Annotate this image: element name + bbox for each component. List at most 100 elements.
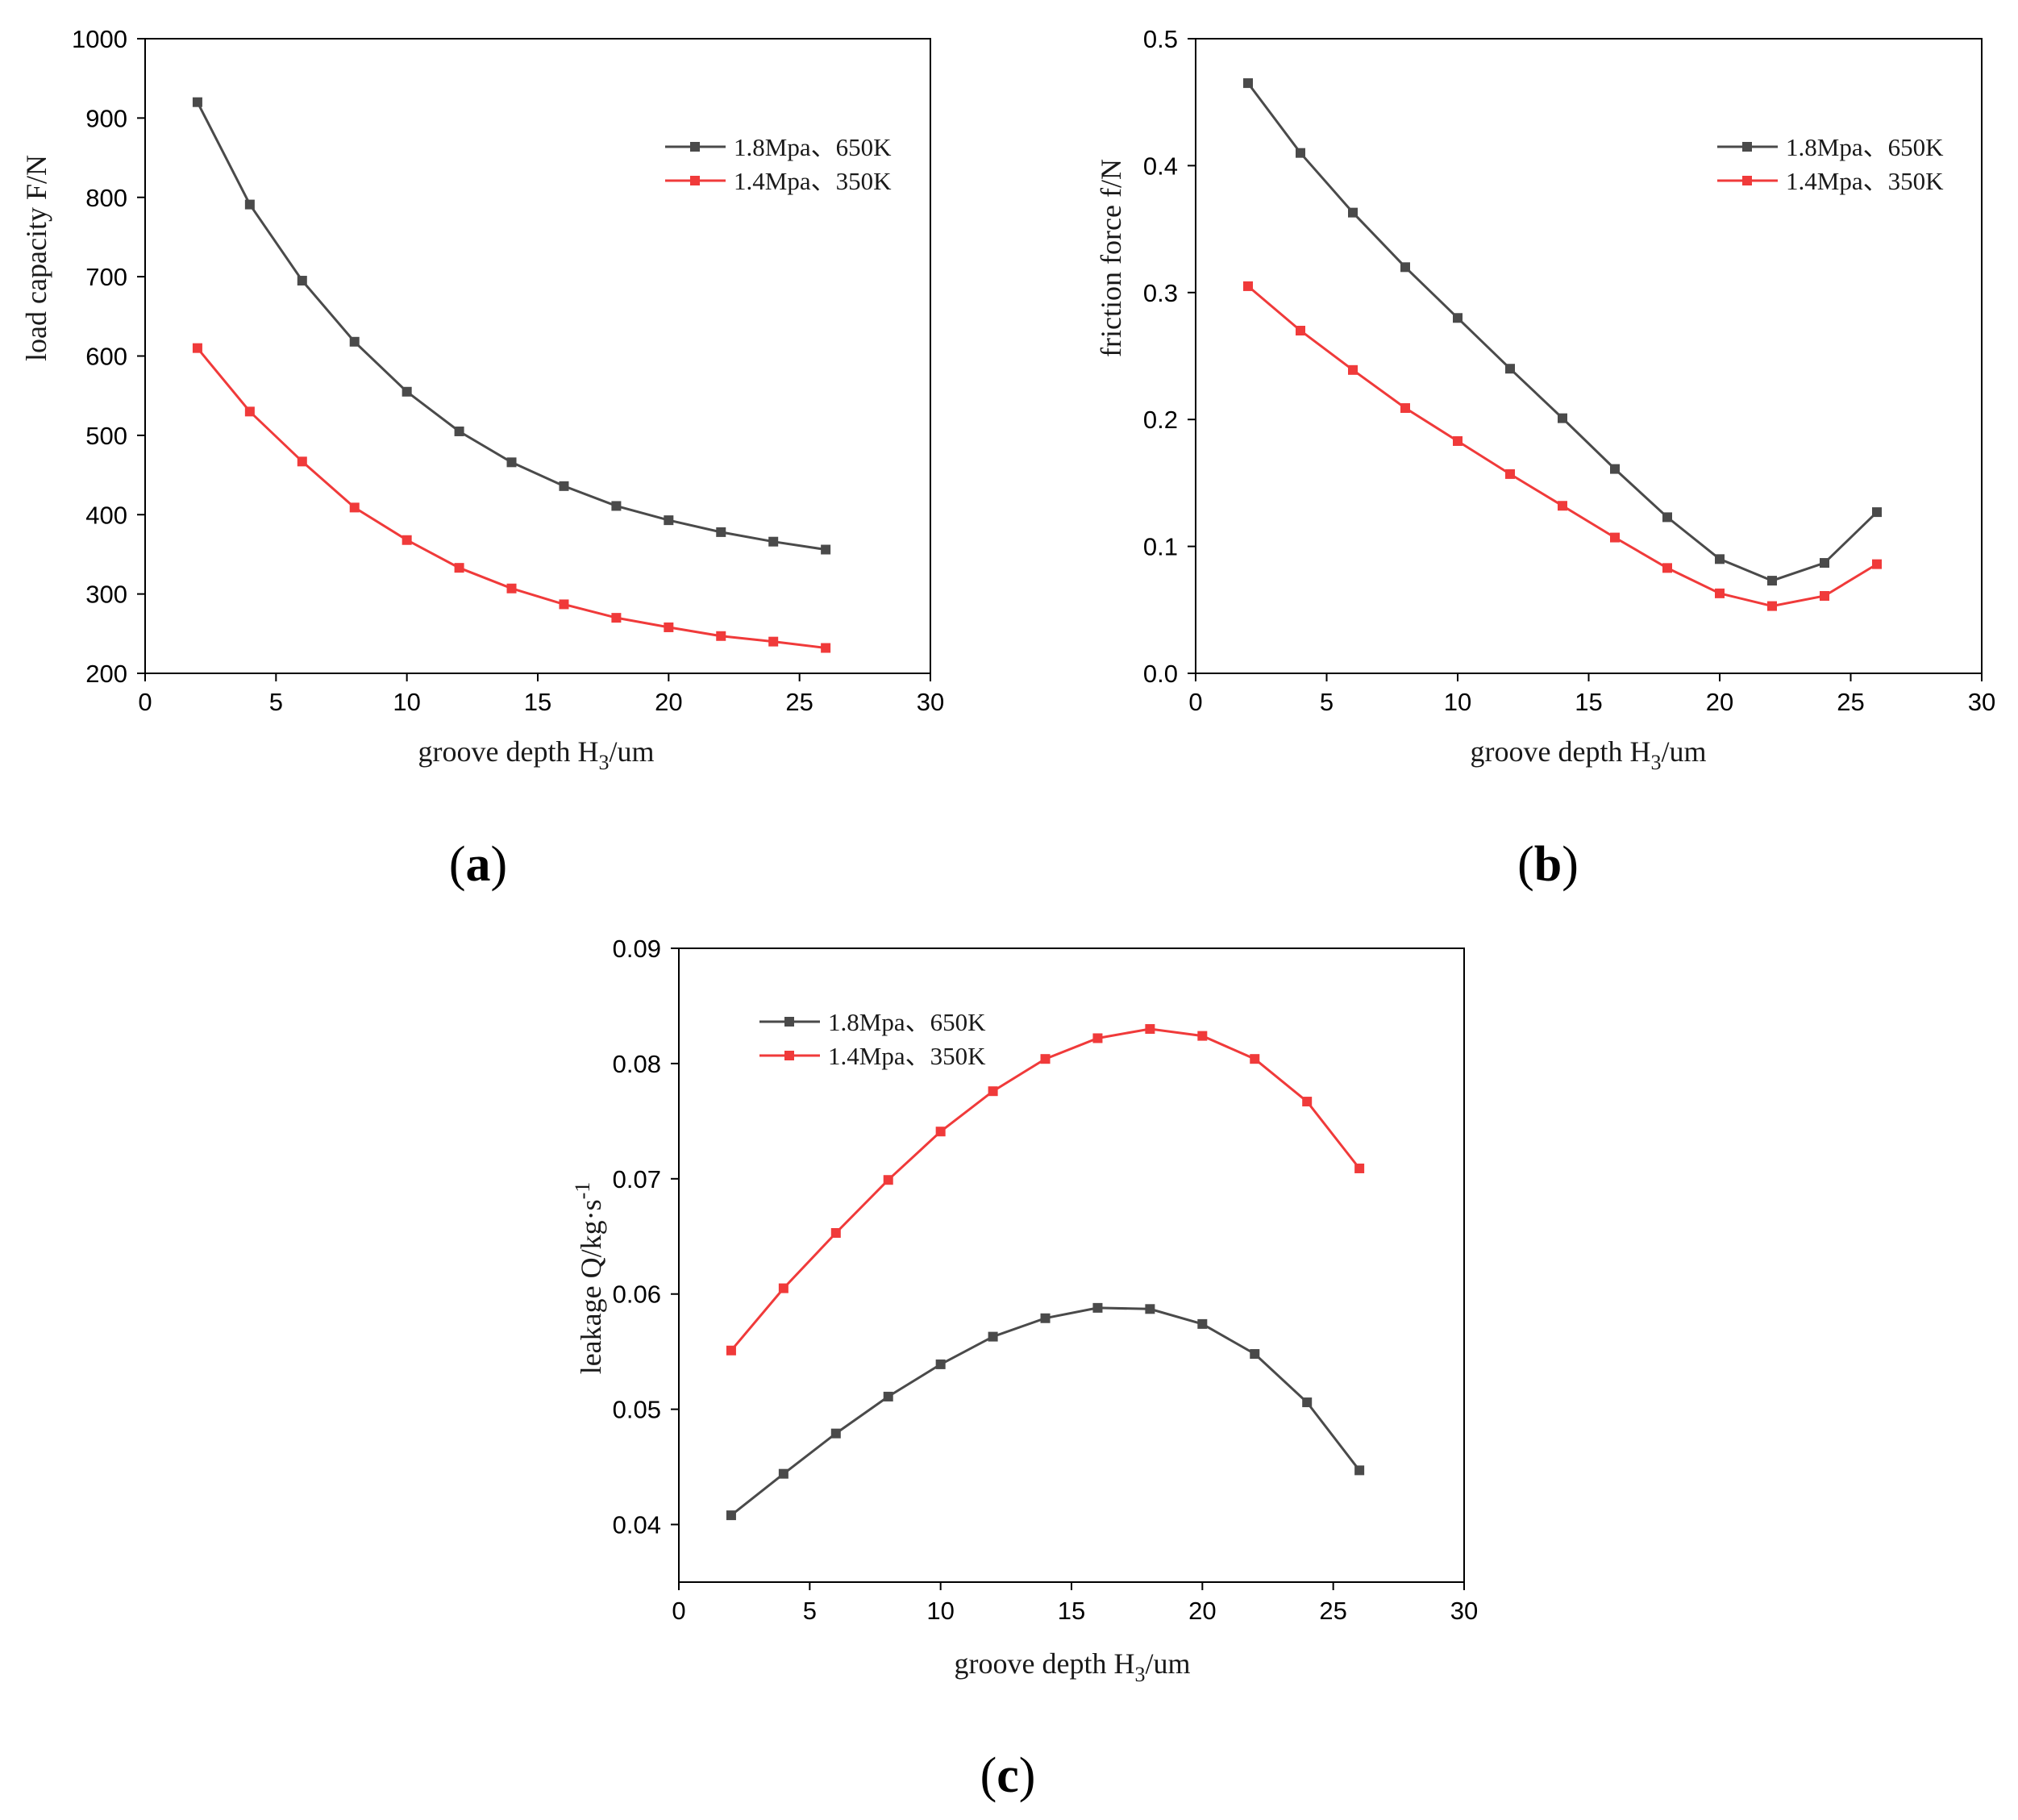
chart-c-series-0-point: [883, 1391, 893, 1401]
chart-c-ytick-label: 0.05: [613, 1396, 661, 1424]
chart-b-series-1-point: [1662, 563, 1672, 573]
chart-b-xtick-label: 0: [1188, 688, 1202, 716]
chart-c: 0 5 10 15 20 25 30 0.04 0.05 0.06 0.07 0.08 0.09 1.8…: [571, 935, 1478, 1803]
chart-c-series-0-point: [1250, 1349, 1260, 1360]
chart-a-series-1-point: [244, 406, 255, 417]
chart-a-ytick-label: 600: [85, 343, 127, 371]
chart-c-series-1-point: [1040, 1054, 1051, 1064]
chart-b-ytick-label: 0.1: [1143, 533, 1178, 561]
chart-b-series-1-point: [1296, 326, 1305, 336]
chart-b-ylabel: friction force f/N: [1095, 159, 1127, 357]
chart-b-series-1-point: [1715, 588, 1725, 598]
chart-c-legend-0-label: 1.8Mpa、650K: [828, 1008, 986, 1036]
chart-c-series-1-point: [1354, 1163, 1365, 1173]
chart-a-panel-label: (a): [449, 837, 507, 892]
chart-a-ytick-label: 200: [85, 660, 127, 688]
chart-c-series-1-point: [988, 1086, 998, 1097]
chart-b-series-1-point: [1400, 403, 1410, 414]
chart-b-series-1-point: [1872, 559, 1882, 569]
chart-a-legend-1-marker: [690, 176, 700, 185]
chart-a-legend-0-label: 1.8Mpa、650K: [734, 133, 892, 161]
chart-a-series-0-point: [402, 386, 412, 397]
chart-c-series-0-point: [1040, 1313, 1051, 1323]
chart-c-series-1-point: [1197, 1031, 1208, 1041]
chart-b-legend-1-label: 1.4Mpa、350K: [1786, 167, 1944, 195]
chart-a-ytick-label: 700: [85, 263, 127, 291]
chart-c-legend-0-marker: [784, 1017, 794, 1027]
chart-c-series-1-point: [778, 1283, 788, 1293]
chart-b-ytick-label: 0.3: [1143, 279, 1178, 307]
chart-c-ytick-label: 0.09: [613, 935, 661, 963]
chart-c-series-1-point: [830, 1227, 841, 1238]
chart-a-series-1-point: [506, 583, 517, 593]
chart-c-series-0-point: [935, 1359, 946, 1369]
chart-a-series-0-point: [716, 527, 726, 537]
chart-c-panel-label: (c): [980, 1748, 1036, 1803]
chart-c-legend-1-marker: [784, 1051, 794, 1060]
chart-b-xtick-label: 10: [1444, 688, 1471, 716]
chart-a-ytick-label: 400: [85, 501, 127, 529]
chart-b-series-1-point: [1505, 469, 1515, 479]
chart-a-series-0-point: [349, 336, 360, 347]
chart-a-series-1-point: [716, 631, 726, 641]
chart-c-series-1-point: [1145, 1024, 1155, 1035]
chart-c-xtick-label: 0: [672, 1597, 685, 1625]
chart-b-series-1-point: [1348, 364, 1358, 375]
chart-a: 0 5 10 15 20 25 30 200 300 400 500 600 700 800 900 1000…: [20, 25, 944, 892]
chart-a-xlabel: groove depth H3/um: [418, 735, 655, 774]
chart-b-ytick-label: 0.2: [1143, 406, 1178, 434]
chart-b-series-1-point: [1610, 532, 1620, 543]
chart-b: 0 5 10 15 20 25 30 0.0 0.1 0.2 0.3 0.4 0.5 1.8Mpa、65…: [1095, 25, 1995, 892]
chart-c-series-1-point: [935, 1127, 946, 1137]
chart-a-xtick-label: 0: [138, 688, 152, 716]
chart-b-xtick-label: 25: [1837, 688, 1864, 716]
chart-c-xtick-label: 5: [803, 1597, 817, 1625]
chart-a-series-0-point: [297, 276, 307, 286]
chart-c-series-0-point: [1145, 1304, 1155, 1314]
chart-a-xtick-label: 20: [655, 688, 682, 716]
chart-c-xtick-label: 15: [1058, 1597, 1085, 1625]
chart-b-series-0-point: [1767, 576, 1777, 586]
chart-a-legend-0-marker: [690, 142, 700, 152]
chart-c-series-0-point: [726, 1510, 736, 1521]
chart-a-series-0-point: [611, 501, 622, 511]
chart-a-series-1-point: [454, 563, 464, 573]
chart-b-ytick-label: 0.0: [1143, 660, 1178, 688]
chart-a-xtick-label: 25: [785, 688, 813, 716]
chart-b-legend-0-marker: [1742, 142, 1752, 152]
chart-b-series-0-point: [1243, 78, 1253, 89]
chart-a-series-1-point: [297, 456, 307, 467]
chart-c-series-1-point: [883, 1175, 893, 1185]
chart-c-ytick-label: 0.04: [613, 1511, 661, 1539]
chart-b-series-0-point: [1872, 507, 1882, 518]
chart-a-series-1-point: [349, 502, 360, 513]
chart-a-series-0-point: [192, 97, 202, 107]
chart-b-series-0-point: [1662, 512, 1672, 523]
chart-b-xtick-label: 30: [1968, 688, 1995, 716]
chart-a-xtick-label: 5: [269, 688, 283, 716]
chart-b-series-1-point: [1767, 601, 1777, 611]
chart-a-ytick-label: 800: [85, 184, 127, 212]
chart-a-series-1-point: [768, 636, 779, 647]
chart-b-xtick-label: 5: [1320, 688, 1334, 716]
chart-b-series-0-point: [1505, 364, 1515, 374]
chart-c-xlabel: groove depth H3/um: [955, 1647, 1191, 1686]
chart-a-series-0-point: [559, 481, 569, 491]
chart-a-series-0-point: [664, 515, 674, 526]
chart-b-ytick-label: 0.5: [1143, 25, 1178, 53]
chart-a-series-1-point: [559, 599, 569, 610]
chart-c-series-1-point: [1092, 1033, 1103, 1043]
chart-a-xtick-label: 10: [393, 688, 420, 716]
chart-b-xlabel: groove depth H3/um: [1471, 735, 1707, 774]
chart-a-series-1-point: [821, 643, 831, 653]
chart-b-series-0-point: [1610, 464, 1620, 474]
chart-b-ytick-label: 0.4: [1143, 152, 1178, 180]
chart-a-series-0-point: [768, 536, 779, 547]
chart-a-xtick-label: 15: [524, 688, 551, 716]
chart-b-series-1-point: [1453, 435, 1463, 446]
chart-a-ytick-label: 900: [85, 104, 127, 132]
chart-b-series-0-point: [1348, 207, 1358, 218]
chart-a-series-0-point: [454, 426, 464, 436]
